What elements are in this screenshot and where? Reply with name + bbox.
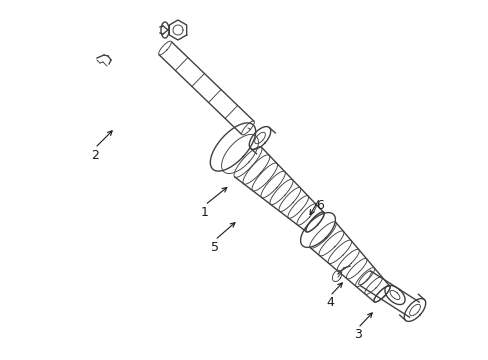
Text: 1: 1 <box>201 206 208 219</box>
Text: 4: 4 <box>325 297 333 310</box>
Text: 2: 2 <box>91 149 99 162</box>
Text: 5: 5 <box>210 240 219 253</box>
Text: 3: 3 <box>353 328 361 342</box>
Text: 6: 6 <box>315 198 323 212</box>
